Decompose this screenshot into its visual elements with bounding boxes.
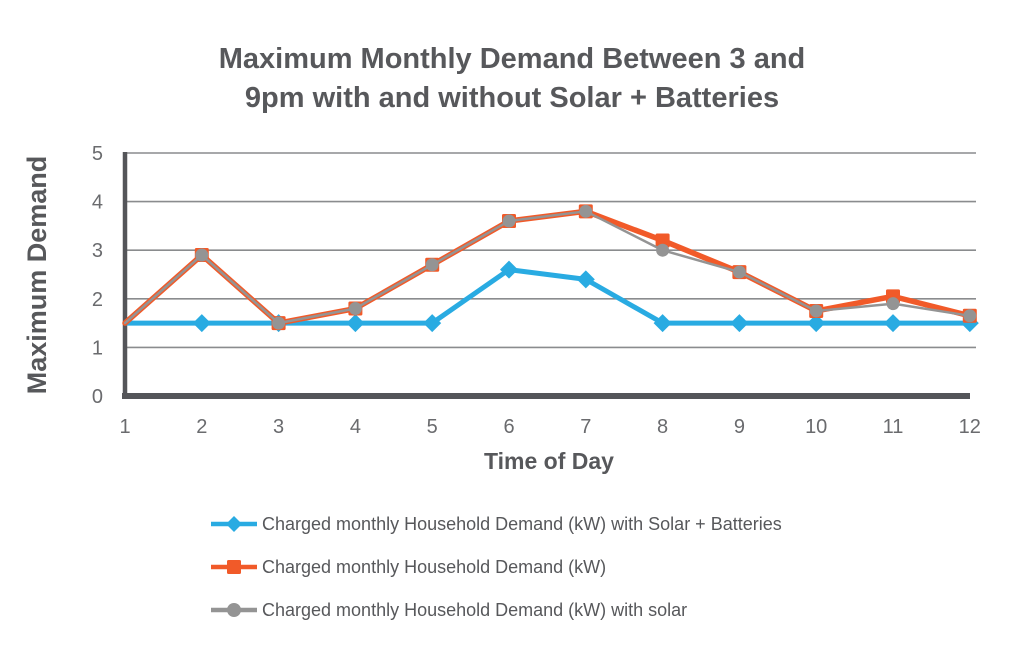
y-tick-label-3: 3 — [92, 240, 103, 262]
y-axis-title: Maximum Demand — [22, 155, 52, 395]
circle-marker-with-solar — [425, 258, 439, 272]
legend-swatch — [211, 560, 257, 574]
x-tick-label-5: 5 — [427, 416, 438, 438]
circle-marker-with-solar — [195, 248, 209, 262]
y-tick-label-1: 1 — [92, 337, 103, 359]
x-tick-label-9: 9 — [734, 416, 745, 438]
legend-item: Charged monthly Household Demand (kW) wi… — [210, 510, 782, 538]
x-tick-label-4: 4 — [350, 416, 361, 438]
circle-marker-with-solar — [963, 309, 977, 323]
diamond-marker-with-solar-batteries — [884, 314, 902, 333]
legend-item: Charged monthly Household Demand (kW) wi… — [210, 596, 782, 624]
series-without-solar — [122, 204, 977, 331]
legend-swatch — [211, 516, 257, 532]
circle-marker-with-solar — [348, 302, 362, 316]
diamond-marker-with-solar-batteries — [576, 270, 595, 289]
y-tick-label-2: 2 — [92, 289, 103, 311]
x-tick-label-11: 11 — [883, 416, 904, 438]
series-line-without-solar — [122, 208, 973, 326]
series-line-with-solar — [123, 210, 972, 325]
series-line-with-solar-batteries — [122, 267, 973, 326]
circle-marker-with-solar — [502, 214, 516, 228]
legend-label: Charged monthly Household Demand (kW) wi… — [262, 599, 688, 620]
chart-title-line1: Maximum Monthly Demand Between 3 and — [218, 43, 806, 75]
circle-marker-with-solar — [886, 297, 900, 311]
legend-swatch — [211, 603, 257, 617]
legend-item: Charged monthly Household Demand (kW) — [210, 553, 782, 581]
circle-marker-with-solar — [656, 243, 670, 257]
legend-square-icon — [227, 560, 241, 574]
chart-title-line2: 9pm with and without Solar + Batteries — [244, 82, 780, 114]
legend: Charged monthly Household Demand (kW) wi… — [210, 510, 782, 624]
circle-marker-with-solar — [732, 265, 746, 279]
diamond-marker-with-solar-batteries — [730, 314, 749, 333]
series-with-solar — [123, 204, 977, 330]
x-tick-label-3: 3 — [273, 416, 284, 438]
legend-diamond-icon — [226, 516, 242, 532]
diamond-marker-with-solar-batteries — [653, 314, 672, 333]
diamond-marker-with-solar-batteries — [346, 314, 365, 333]
gridlines — [125, 152, 976, 349]
series-with-solar-batteries — [122, 260, 979, 333]
chart-title: Maximum Monthly Demand Between 3 and 9pm… — [192, 40, 832, 118]
x-tick-label-8: 8 — [657, 416, 668, 438]
diamond-marker-with-solar-batteries — [192, 314, 211, 333]
y-tick-label-0: 0 — [92, 386, 103, 408]
x-tick-label-12: 12 — [959, 416, 981, 438]
x-tick-label-2: 2 — [196, 416, 207, 438]
legend-circle-icon — [227, 603, 241, 617]
x-tick-label-1: 1 — [119, 416, 130, 438]
square-marker-without-solar — [655, 233, 670, 248]
x-tick-label-7: 7 — [580, 416, 591, 438]
x-tick-label-10: 10 — [805, 416, 827, 438]
circle-marker-with-solar — [809, 304, 823, 318]
diamond-marker-with-solar-batteries — [807, 314, 826, 333]
diamond-marker-with-solar-batteries — [423, 314, 442, 333]
x-tick-label-6: 6 — [503, 416, 514, 438]
y-tick-label-5: 5 — [92, 143, 103, 165]
y-tick-label-4: 4 — [92, 192, 103, 214]
legend-label: Charged monthly Household Demand (kW) — [262, 556, 607, 577]
x-axis-title: Time of Day — [484, 448, 614, 474]
circle-marker-with-solar — [579, 204, 593, 218]
legend-label: Charged monthly Household Demand (kW) wi… — [262, 513, 782, 534]
diamond-marker-with-solar-batteries — [500, 260, 518, 279]
circle-marker-with-solar — [272, 316, 286, 330]
